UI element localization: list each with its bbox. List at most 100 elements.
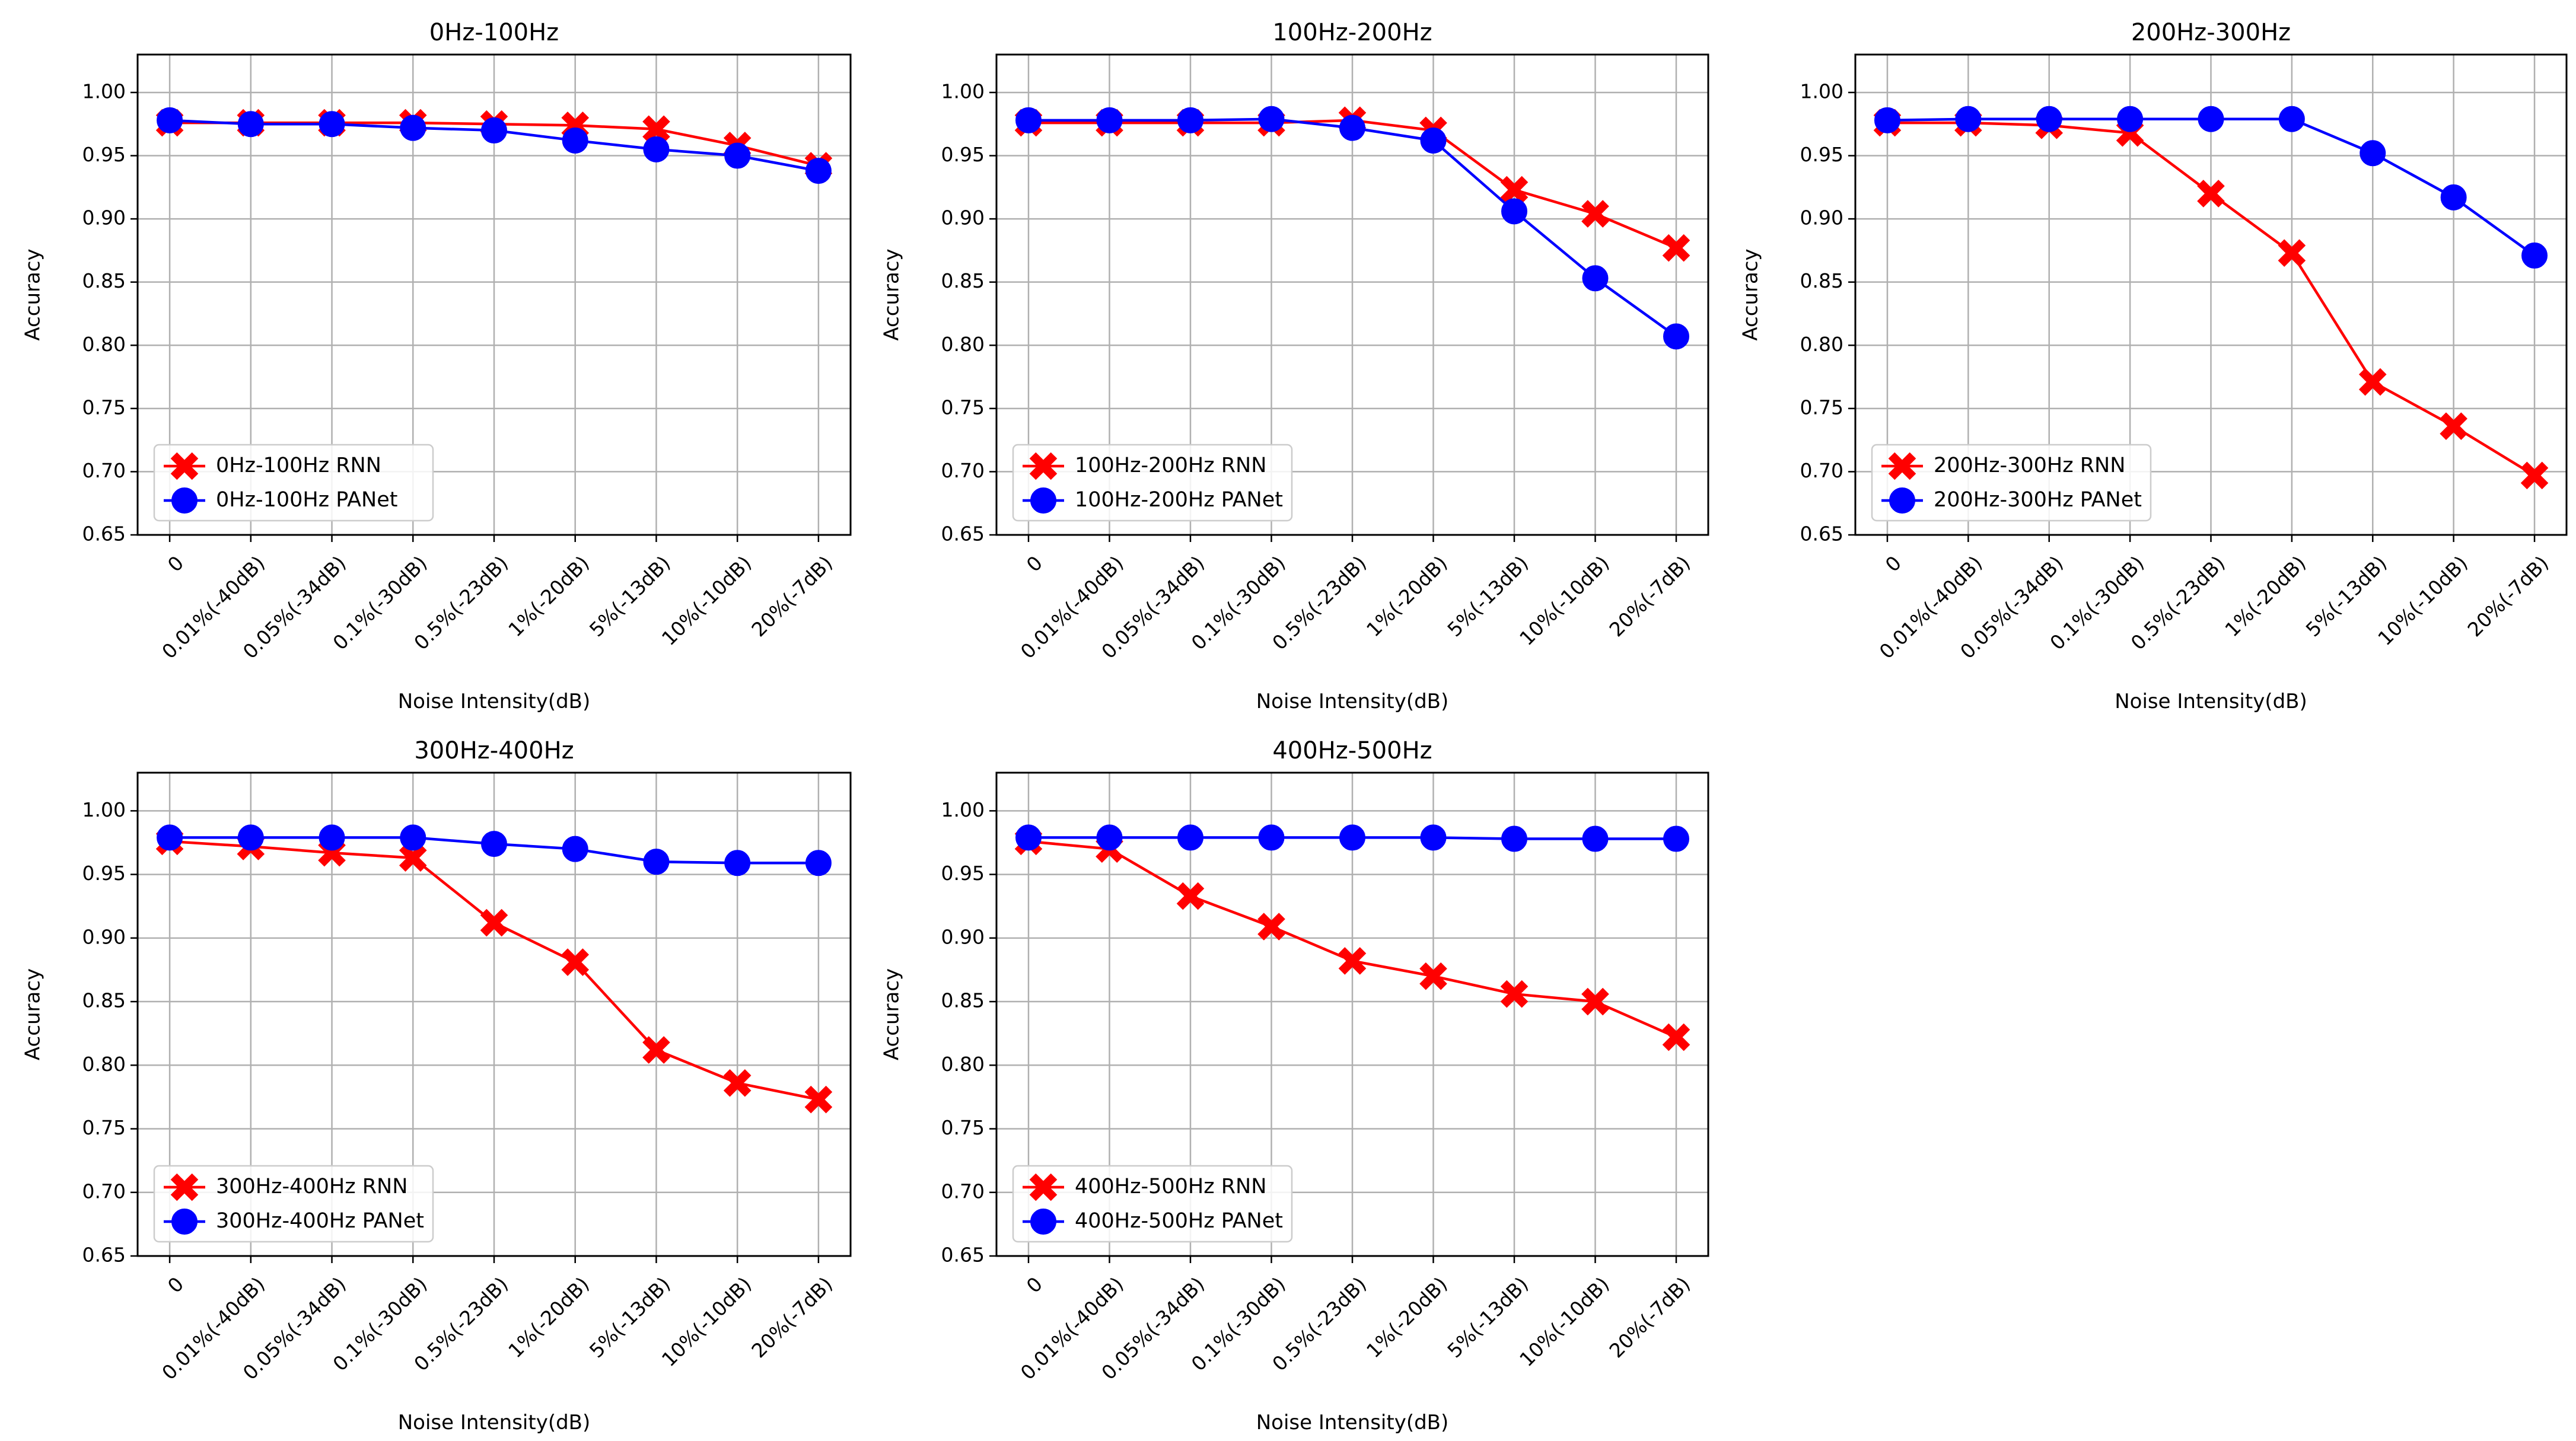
y-tick-label: 0.95 xyxy=(941,862,985,885)
data-point xyxy=(1015,824,1042,851)
series-panet xyxy=(157,107,832,184)
data-point xyxy=(1874,107,1900,133)
y-tick-label: 0.85 xyxy=(941,989,985,1012)
chart-title: 300Hz-400Hz xyxy=(414,737,574,764)
chart-title: 0Hz-100Hz xyxy=(429,19,559,46)
legend: 0Hz-100Hz RNN 0Hz-100Hz PANet xyxy=(153,444,434,522)
axes-frame xyxy=(995,771,1709,1257)
y-tick-label: 0.70 xyxy=(82,1179,126,1203)
data-point xyxy=(1257,913,1285,941)
x-tick-label: 5%(-13dB) xyxy=(1443,1273,1533,1363)
legend-box xyxy=(1871,444,2152,522)
legend-label: 100Hz-200Hz RNN xyxy=(1075,454,1266,477)
legend-marker xyxy=(1888,452,1916,480)
data-point xyxy=(561,948,590,976)
legend: 300Hz-400Hz RNN 300Hz-400Hz PANet xyxy=(153,1165,434,1243)
y-axis-label: Accuracy xyxy=(1739,248,1763,340)
chart-panel-4: 0.650.700.750.800.850.900.951.0000.01%(-… xyxy=(21,737,852,1434)
data-point xyxy=(1581,987,1609,1016)
data-point xyxy=(724,142,751,169)
y-tick-label: 0.90 xyxy=(941,206,985,229)
data-point xyxy=(1581,200,1609,228)
x-tick-label: 20%(-7dB) xyxy=(747,551,837,642)
legend-label: 300Hz-400Hz PANet xyxy=(216,1209,424,1233)
legend: 200Hz-300Hz RNN 200Hz-300Hz PANet xyxy=(1871,444,2152,522)
data-point xyxy=(2440,184,2467,211)
y-tick-label: 0.80 xyxy=(1800,333,1843,356)
series-rnn xyxy=(1014,827,1690,1051)
data-point xyxy=(1500,980,1529,1008)
legend-marker xyxy=(171,487,198,514)
legend-entry: 200Hz-300Hz PANet xyxy=(1881,487,2142,514)
data-point xyxy=(1176,882,1205,910)
data-point xyxy=(399,844,427,872)
x-axis-label: Noise Intensity(dB) xyxy=(398,1411,591,1434)
legend-entry: 100Hz-200Hz PANet xyxy=(1023,487,1283,514)
y-tick-label: 0.65 xyxy=(82,522,126,546)
legend-entry: 300Hz-400Hz PANet xyxy=(164,1209,424,1235)
data-point xyxy=(157,107,183,133)
y-tick-label: 0.90 xyxy=(82,925,126,948)
legend-marker xyxy=(1029,1173,1058,1201)
data-point xyxy=(2197,180,2225,208)
legend-marker xyxy=(1030,487,1056,514)
y-tick-label: 0.80 xyxy=(941,333,985,356)
legend-box xyxy=(1012,444,1293,522)
data-point xyxy=(480,908,508,937)
y-tick-label: 0.70 xyxy=(941,459,985,482)
data-point xyxy=(400,824,426,851)
data-point xyxy=(1419,962,1447,990)
chart-panel-2: 0.650.700.750.800.850.900.951.0000.01%(-… xyxy=(880,19,1709,713)
x-tick-label: 1%(-20dB) xyxy=(504,551,594,642)
data-point xyxy=(1501,825,1527,852)
y-tick-label: 1.00 xyxy=(1800,79,1843,103)
legend-label: 0Hz-100Hz PANet xyxy=(216,488,397,512)
data-point xyxy=(237,111,264,138)
x-tick-label: 1%(-20dB) xyxy=(1362,551,1452,642)
data-point xyxy=(643,136,670,162)
legend-marker xyxy=(1030,1209,1056,1235)
legend-label: 300Hz-400Hz RNN xyxy=(216,1175,407,1198)
y-axis-label: Accuracy xyxy=(21,248,45,340)
data-point xyxy=(2117,106,2144,132)
legend-label: 200Hz-300Hz PANet xyxy=(1934,488,2142,512)
y-axis-label: Accuracy xyxy=(21,968,45,1060)
data-point xyxy=(1582,825,1609,852)
legend-entry: 400Hz-500Hz RNN xyxy=(1023,1173,1266,1201)
data-point xyxy=(157,824,183,851)
y-tick-label: 0.90 xyxy=(1800,206,1843,229)
x-tick-label: 20%(-7dB) xyxy=(1604,551,1695,642)
data-point xyxy=(319,824,345,851)
x-tick-label: 1%(-20dB) xyxy=(1362,1273,1452,1363)
legend-marker xyxy=(170,1173,199,1201)
data-point xyxy=(723,1069,752,1097)
data-point xyxy=(1177,824,1203,851)
data-point xyxy=(1258,106,1285,132)
data-point xyxy=(2520,461,2549,490)
x-tick-label: 5%(-13dB) xyxy=(585,551,675,642)
series-panet xyxy=(1015,106,1689,350)
x-tick-label: 20%(-7dB) xyxy=(747,1273,837,1363)
y-tick-label: 0.75 xyxy=(82,1116,126,1139)
legend-marker xyxy=(1029,452,1058,480)
y-tick-label: 0.75 xyxy=(82,396,126,419)
y-tick-label: 0.65 xyxy=(1800,522,1843,546)
y-tick-label: 0.90 xyxy=(82,206,126,229)
x-tick-label: 0 xyxy=(1022,551,1047,576)
y-tick-label: 1.00 xyxy=(941,798,985,821)
legend-entry: 0Hz-100Hz RNN xyxy=(164,452,381,480)
y-tick-label: 1.00 xyxy=(82,79,126,103)
y-tick-label: 0.95 xyxy=(82,862,126,885)
axes-frame xyxy=(136,53,852,536)
data-point xyxy=(805,158,832,184)
chart-title: 100Hz-200Hz xyxy=(1272,19,1432,46)
data-point xyxy=(642,115,670,144)
data-point xyxy=(1096,107,1123,133)
y-tick-label: 0.80 xyxy=(82,333,126,356)
x-axis-label: Noise Intensity(dB) xyxy=(1256,690,1449,713)
data-point xyxy=(1258,824,1285,851)
data-point xyxy=(805,850,832,876)
legend-entry: 200Hz-300Hz RNN xyxy=(1881,452,2125,480)
x-tick-label: 0 xyxy=(163,551,188,576)
